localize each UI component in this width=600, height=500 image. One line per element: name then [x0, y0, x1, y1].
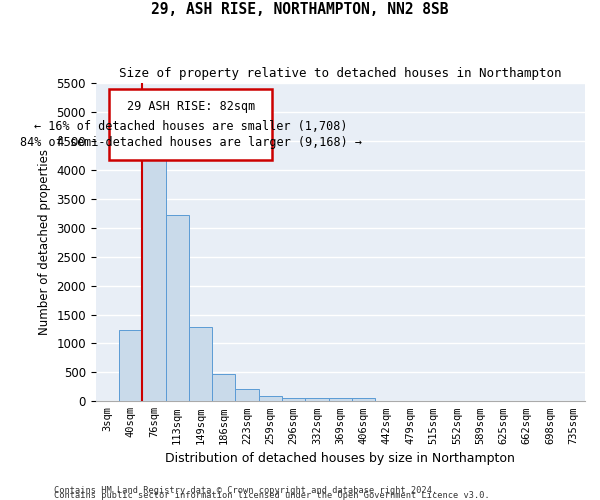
Text: Contains public sector information licensed under the Open Government Licence v3: Contains public sector information licen… [54, 491, 490, 500]
Bar [329, 398, 352, 402]
Bar [142, 152, 166, 402]
Bar [212, 374, 235, 402]
Bar [166, 215, 189, 402]
Text: Contains HM Land Registry data © Crown copyright and database right 2024.: Contains HM Land Registry data © Crown c… [54, 486, 437, 495]
Bar [235, 389, 259, 402]
Bar [119, 330, 142, 402]
Bar [305, 398, 329, 402]
Bar [352, 398, 375, 402]
Text: 84% of semi-detached houses are larger (9,168) →: 84% of semi-detached houses are larger (… [20, 136, 362, 149]
X-axis label: Distribution of detached houses by size in Northampton: Distribution of detached houses by size … [166, 452, 515, 465]
Bar [282, 398, 305, 402]
Y-axis label: Number of detached properties: Number of detached properties [38, 149, 51, 335]
Text: 29, ASH RISE, NORTHAMPTON, NN2 8SB: 29, ASH RISE, NORTHAMPTON, NN2 8SB [151, 2, 449, 18]
Bar [189, 327, 212, 402]
Text: ← 16% of detached houses are smaller (1,708): ← 16% of detached houses are smaller (1,… [34, 120, 347, 132]
Title: Size of property relative to detached houses in Northampton: Size of property relative to detached ho… [119, 68, 562, 80]
Text: 29 ASH RISE: 82sqm: 29 ASH RISE: 82sqm [127, 100, 255, 114]
Bar [109, 89, 272, 160]
Bar [259, 396, 282, 402]
